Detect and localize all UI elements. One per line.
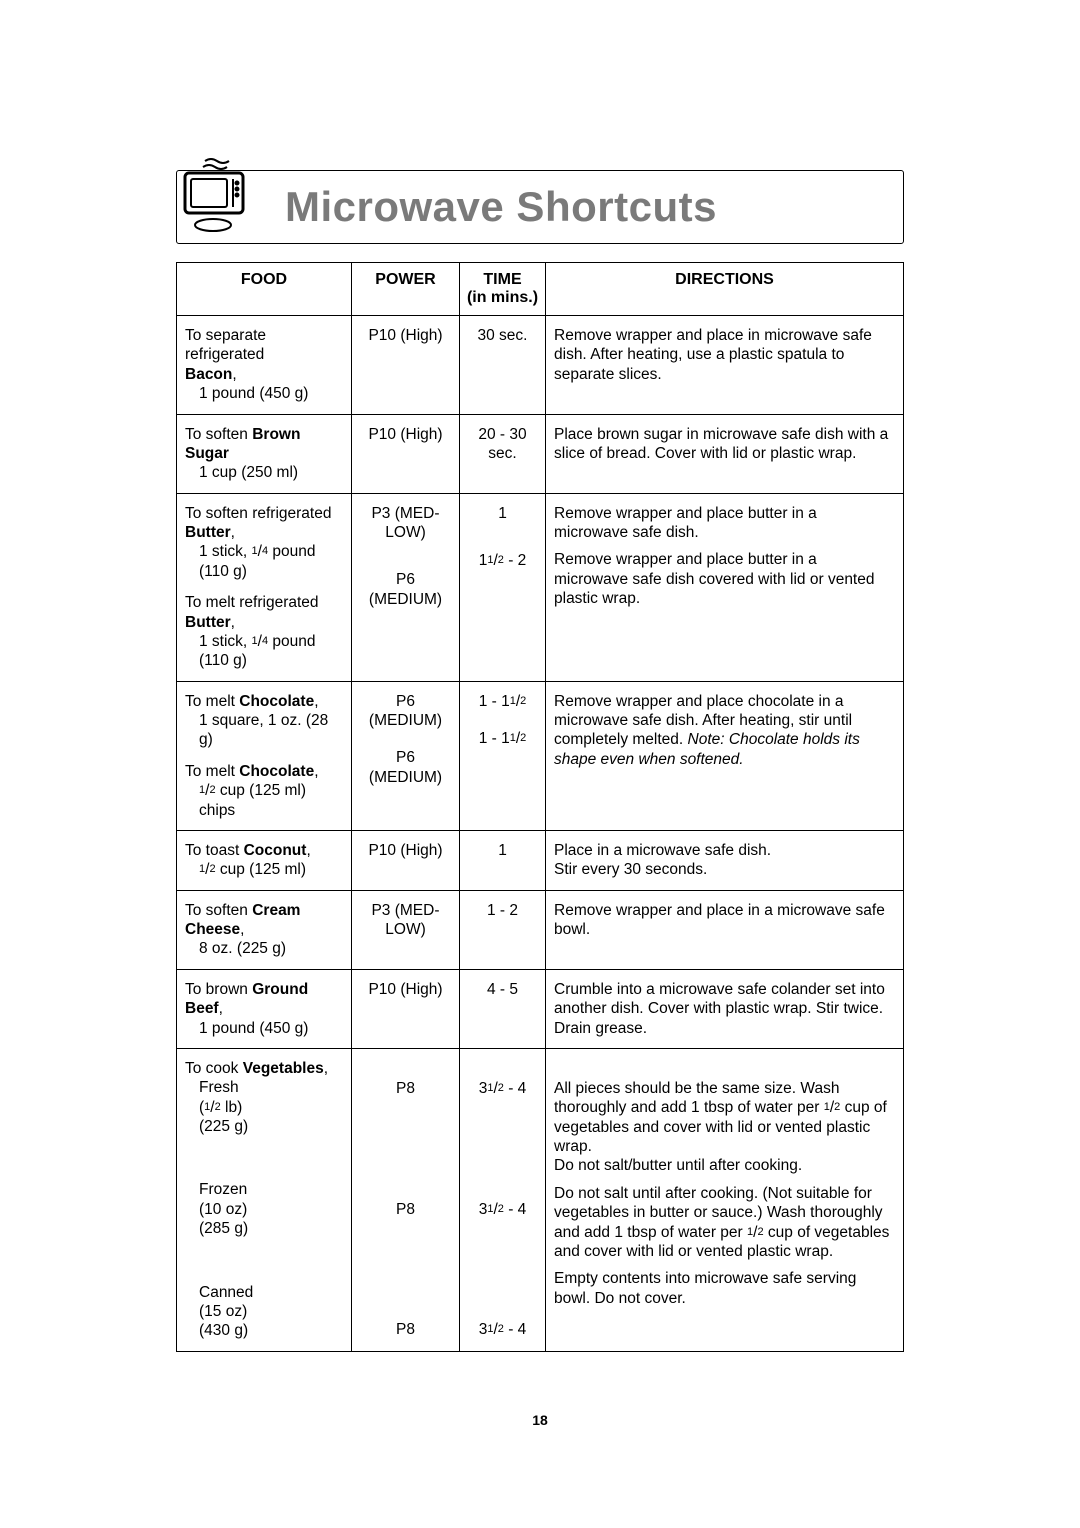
power-cell: P10 (High)	[352, 316, 460, 415]
time-cell: 111/2 - 2	[460, 493, 546, 681]
header-time: TIME (in mins.)	[460, 263, 546, 316]
header-time-l1: TIME	[483, 271, 521, 288]
power-cell: P3 (MED-LOW)P6 (MEDIUM)	[352, 493, 460, 681]
table-row: To soften Cream Cheese,8 oz. (225 g)P3 (…	[177, 890, 904, 969]
food-cell: To melt Chocolate,1 square, 1 oz. (28 g)…	[177, 681, 352, 830]
time-cell: 31/2 - 431/2 - 431/2 - 4	[460, 1048, 546, 1351]
table-row: To melt Chocolate,1 square, 1 oz. (28 g)…	[177, 681, 904, 830]
table-row: To soften refrigerated Butter,1 stick, 1…	[177, 493, 904, 681]
food-cell: To separate refrigeratedBacon,1 pound (4…	[177, 316, 352, 415]
microwave-icon	[175, 143, 275, 243]
directions-cell: Remove wrapper and place in microwave sa…	[546, 316, 904, 415]
header-food: FOOD	[177, 263, 352, 316]
food-cell: To soften Cream Cheese,8 oz. (225 g)	[177, 890, 352, 969]
directions-cell: Remove wrapper and place in a microwave …	[546, 890, 904, 969]
page-number: 18	[0, 1412, 1080, 1428]
food-cell: To brown Ground Beef,1 pound (450 g)	[177, 969, 352, 1048]
table-row: To cook Vegetables,Fresh(1/2 lb)(225 g)F…	[177, 1048, 904, 1351]
power-cell: P6 (MEDIUM)P6 (MEDIUM)	[352, 681, 460, 830]
header-directions: DIRECTIONS	[546, 263, 904, 316]
directions-cell: All pieces should be the same size. Wash…	[546, 1048, 904, 1351]
power-cell: P8P8P8	[352, 1048, 460, 1351]
power-cell: P10 (High)	[352, 414, 460, 493]
food-cell: To cook Vegetables,Fresh(1/2 lb)(225 g)F…	[177, 1048, 352, 1351]
power-cell: P10 (High)	[352, 969, 460, 1048]
time-cell: 4 - 5	[460, 969, 546, 1048]
power-cell: P3 (MED-LOW)	[352, 890, 460, 969]
page-title: Microwave Shortcuts	[285, 183, 717, 231]
table-row: To soften Brown Sugar1 cup (250 ml)P10 (…	[177, 414, 904, 493]
table-row: To toast Coconut,1/2 cup (125 ml)P10 (Hi…	[177, 830, 904, 890]
directions-cell: Place in a microwave safe dish.Stir ever…	[546, 830, 904, 890]
directions-cell: Remove wrapper and place butter in a mic…	[546, 493, 904, 681]
header-power: POWER	[352, 263, 460, 316]
header-time-l2: (in mins.)	[467, 289, 538, 306]
food-cell: To soften refrigerated Butter,1 stick, 1…	[177, 493, 352, 681]
header-row: FOOD POWER TIME (in mins.) DIRECTIONS	[177, 263, 904, 316]
shortcuts-table: FOOD POWER TIME (in mins.) DIRECTIONS To…	[176, 262, 904, 1352]
directions-cell: Place brown sugar in microwave safe dish…	[546, 414, 904, 493]
table-row: To separate refrigeratedBacon,1 pound (4…	[177, 316, 904, 415]
table-row: To brown Ground Beef,1 pound (450 g)P10 …	[177, 969, 904, 1048]
food-cell: To soften Brown Sugar1 cup (250 ml)	[177, 414, 352, 493]
time-cell: 20 - 30 sec.	[460, 414, 546, 493]
time-cell: 1	[460, 830, 546, 890]
directions-cell: Remove wrapper and place chocolate in a …	[546, 681, 904, 830]
time-cell: 1 - 11/21 - 11/2	[460, 681, 546, 830]
time-cell: 30 sec.	[460, 316, 546, 415]
food-cell: To toast Coconut,1/2 cup (125 ml)	[177, 830, 352, 890]
title-box: Microwave Shortcuts	[176, 170, 904, 244]
power-cell: P10 (High)	[352, 830, 460, 890]
directions-cell: Crumble into a microwave safe colander s…	[546, 969, 904, 1048]
time-cell: 1 - 2	[460, 890, 546, 969]
